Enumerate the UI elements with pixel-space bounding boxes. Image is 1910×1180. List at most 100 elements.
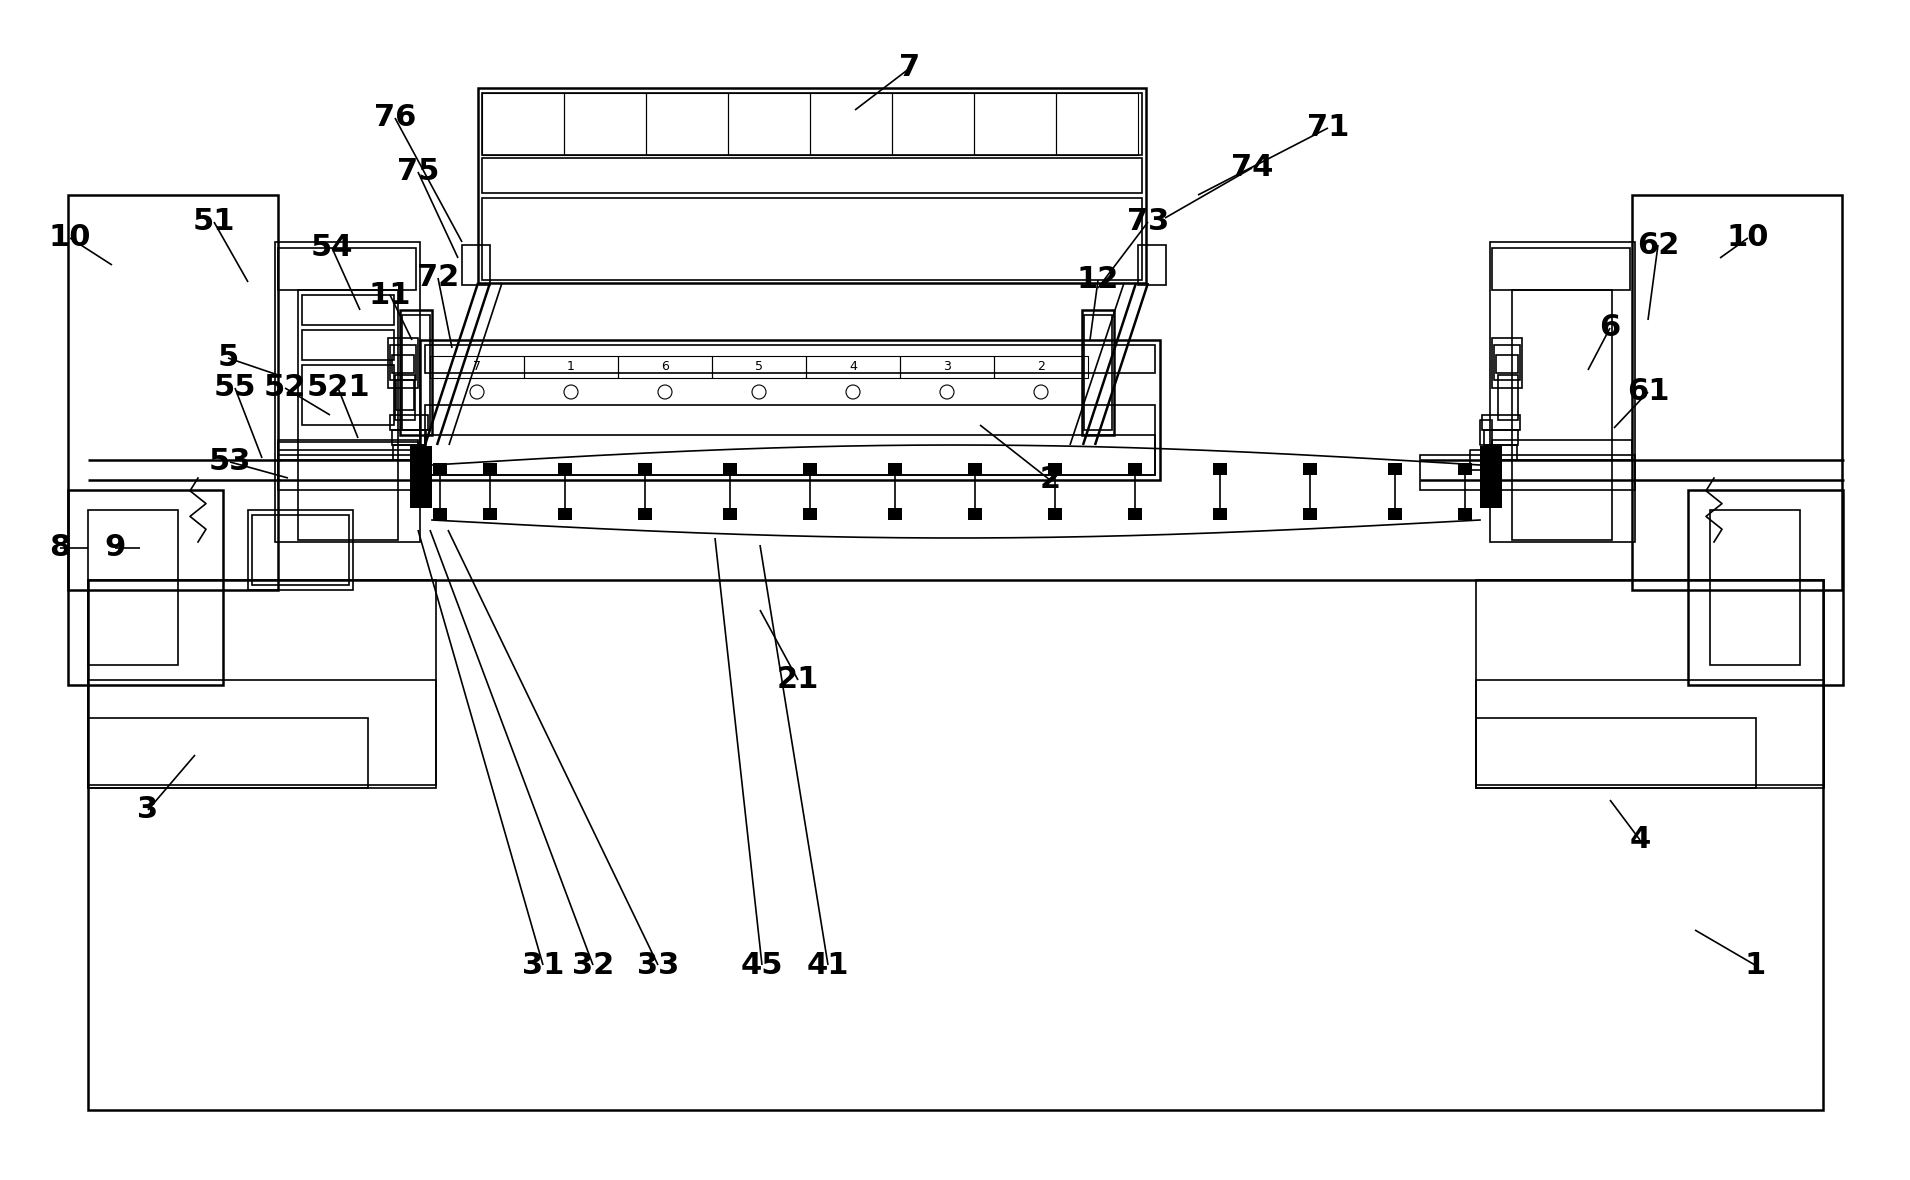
Bar xyxy=(1497,375,1518,420)
Bar xyxy=(1303,463,1318,476)
Bar xyxy=(478,88,1146,283)
Bar xyxy=(388,337,418,388)
Bar xyxy=(462,245,491,286)
Bar xyxy=(69,490,223,686)
Text: 11: 11 xyxy=(369,281,411,309)
Bar xyxy=(481,158,1142,194)
Bar xyxy=(1085,315,1112,430)
Bar xyxy=(1492,440,1631,460)
Text: 7: 7 xyxy=(900,53,921,83)
Bar xyxy=(993,356,1089,378)
Bar xyxy=(1709,510,1799,666)
Bar xyxy=(481,198,1142,280)
Bar xyxy=(968,463,982,476)
Text: 52: 52 xyxy=(264,374,306,402)
Bar xyxy=(390,345,416,380)
Text: 74: 74 xyxy=(1230,153,1274,183)
Bar xyxy=(88,717,369,788)
Text: 5: 5 xyxy=(754,361,762,374)
Bar xyxy=(888,463,902,476)
Bar xyxy=(802,463,817,476)
Bar xyxy=(88,510,178,666)
Bar xyxy=(395,380,414,409)
Bar xyxy=(1457,463,1473,476)
Bar xyxy=(69,195,279,590)
Text: 61: 61 xyxy=(1627,378,1669,406)
Text: 12: 12 xyxy=(1077,266,1119,295)
Bar xyxy=(892,93,974,155)
Bar xyxy=(1484,430,1518,445)
Bar xyxy=(724,509,737,520)
Text: 41: 41 xyxy=(806,951,850,979)
Bar xyxy=(1476,680,1824,788)
Bar xyxy=(1480,446,1501,509)
Text: 10: 10 xyxy=(50,223,92,253)
Text: 6: 6 xyxy=(1599,314,1620,342)
Text: 6: 6 xyxy=(661,361,668,374)
Bar xyxy=(399,310,432,435)
Bar xyxy=(1476,717,1755,788)
Bar xyxy=(483,463,497,476)
Text: 71: 71 xyxy=(1306,113,1348,143)
Text: 5: 5 xyxy=(218,343,239,373)
Text: 8: 8 xyxy=(50,533,71,563)
Bar xyxy=(392,355,414,373)
Bar xyxy=(1389,509,1402,520)
Bar xyxy=(430,356,523,378)
Bar xyxy=(426,405,1156,476)
Bar xyxy=(724,463,737,476)
Bar xyxy=(279,248,416,290)
Bar xyxy=(638,463,651,476)
Bar xyxy=(888,509,902,520)
Bar xyxy=(1496,355,1518,373)
Text: 31: 31 xyxy=(521,951,563,979)
Text: 32: 32 xyxy=(571,951,615,979)
Text: 55: 55 xyxy=(214,374,256,402)
Bar xyxy=(638,509,651,520)
Text: 33: 33 xyxy=(636,951,680,979)
Bar xyxy=(1049,509,1062,520)
Text: 3: 3 xyxy=(138,795,159,825)
Bar xyxy=(974,93,1056,155)
Bar xyxy=(395,375,414,420)
Bar xyxy=(298,290,397,540)
Bar xyxy=(1129,509,1142,520)
Bar xyxy=(426,345,1156,373)
Bar xyxy=(810,93,892,155)
Bar xyxy=(1513,290,1612,540)
Bar xyxy=(1494,345,1520,380)
Bar xyxy=(302,295,393,324)
Bar xyxy=(426,435,1156,476)
Bar xyxy=(1492,337,1522,388)
Bar xyxy=(558,463,571,476)
Bar xyxy=(1213,509,1226,520)
Bar xyxy=(392,430,426,445)
Bar xyxy=(1482,415,1520,430)
Text: 76: 76 xyxy=(374,104,416,132)
Bar xyxy=(1303,509,1318,520)
Text: 521: 521 xyxy=(306,374,371,402)
Bar xyxy=(434,463,447,476)
Text: 1: 1 xyxy=(567,361,575,374)
Text: 2: 2 xyxy=(1037,361,1045,374)
Bar xyxy=(411,446,432,509)
Bar xyxy=(523,356,619,378)
Bar xyxy=(483,509,497,520)
Bar xyxy=(1492,248,1629,290)
Bar xyxy=(420,340,1159,480)
Text: 10: 10 xyxy=(1727,223,1769,253)
Bar xyxy=(1138,245,1165,286)
Bar xyxy=(1476,581,1824,785)
Bar xyxy=(279,440,418,460)
Text: 72: 72 xyxy=(416,263,458,293)
Bar xyxy=(1484,445,1517,460)
Text: 9: 9 xyxy=(105,533,126,563)
Bar xyxy=(1129,463,1142,476)
Text: 45: 45 xyxy=(741,951,783,979)
Bar xyxy=(1419,455,1635,490)
Text: 2: 2 xyxy=(1039,465,1060,494)
Bar xyxy=(1081,310,1114,435)
Bar xyxy=(968,509,982,520)
Bar xyxy=(252,514,350,585)
Bar xyxy=(728,93,810,155)
